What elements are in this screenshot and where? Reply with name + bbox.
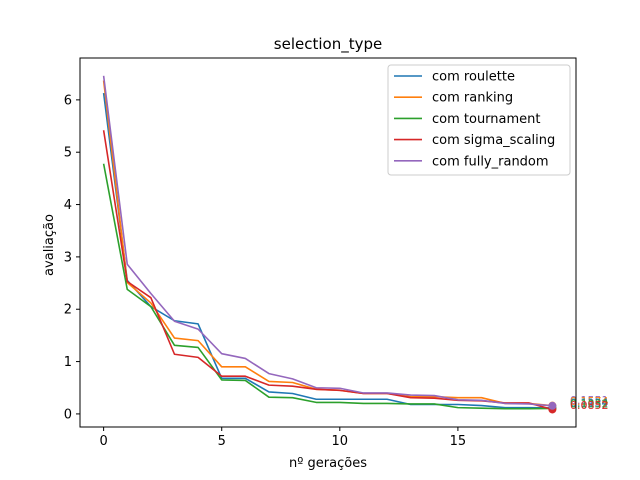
y-tick-label: 1 xyxy=(64,355,72,370)
legend-label-3: com tournament xyxy=(432,112,541,127)
x-axis-label: nº gerações xyxy=(289,456,367,471)
end-value-label: 0.1574 xyxy=(570,395,609,408)
series-line-1 xyxy=(102,92,553,409)
y-axis-label: avaliação xyxy=(42,214,57,276)
legend-label-2: com ranking xyxy=(432,91,513,106)
axes-frame xyxy=(79,57,577,428)
x-tick-label: 0 xyxy=(99,434,107,449)
x-tick-label: 5 xyxy=(218,434,226,449)
series-line-3 xyxy=(102,163,553,410)
x-tick-label: 10 xyxy=(332,434,349,449)
chart-title: selection_type xyxy=(274,35,382,54)
y-tick-label: 0 xyxy=(64,407,72,422)
y-tick-label: 4 xyxy=(64,198,72,213)
legend-label-5: com fully_random xyxy=(432,154,549,169)
y-tick-label: 3 xyxy=(64,250,72,265)
y-tick-label: 5 xyxy=(64,146,72,161)
end-value-label: 0.1052 xyxy=(570,398,609,411)
end-value-label: 0.1551 xyxy=(570,394,609,407)
end-value-label: 0.0852 xyxy=(570,399,609,412)
legend: com roulette com ranking com tournament com… xyxy=(387,64,571,176)
legend-label-4: com sigma_scaling xyxy=(432,133,555,148)
end-value-label: 0.1134 xyxy=(570,396,609,409)
y-tick-label: 6 xyxy=(64,93,72,108)
legend-box xyxy=(387,64,571,176)
x-tick-label: 15 xyxy=(450,434,467,449)
y-tick-label: 2 xyxy=(64,303,72,318)
series-line-5 xyxy=(102,75,553,407)
series-end-marker-5 xyxy=(548,401,557,410)
legend-label-1: com roulette xyxy=(432,70,515,85)
